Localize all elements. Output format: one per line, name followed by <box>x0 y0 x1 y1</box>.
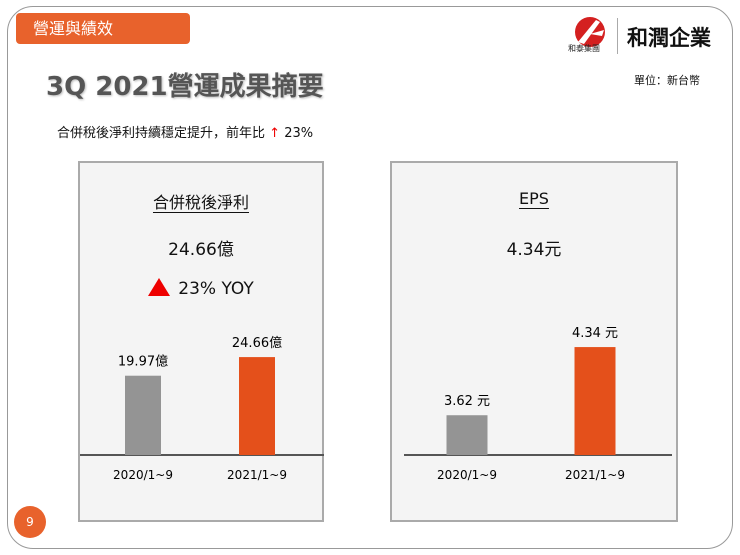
panel-title: 合併稅後淨利 <box>152 193 249 212</box>
data-label: 19.97億 <box>118 354 168 370</box>
x-tick-label: 2021/1~9 <box>565 468 625 482</box>
data-label: 24.66億 <box>232 335 282 351</box>
page-title: 3Q 2021營運成果摘要 <box>46 72 324 102</box>
company-logo-icon <box>575 17 605 47</box>
panel-value: 24.66億 <box>168 240 234 260</box>
bar <box>239 357 275 455</box>
triangle-up-icon <box>148 278 171 296</box>
logo-divider <box>617 18 618 54</box>
bar <box>446 415 488 455</box>
net-income-panel: 合併稅後淨利 24.66億 23% YOY 19.97億 2020/1~9 24.6… <box>78 161 324 522</box>
up-arrow-icon: ↑ <box>269 126 281 141</box>
bar <box>574 347 616 455</box>
section-tag: 營運與績效 <box>16 13 190 44</box>
panel-title: EPS <box>519 189 549 208</box>
logo-subtext: 和泰集團 <box>568 44 600 53</box>
subtitle-text: 合併稅後淨利持續穩定提升，前年比 <box>57 126 266 141</box>
x-tick-label: 2020/1~9 <box>437 468 497 482</box>
subtitle-value: 23% <box>284 126 314 141</box>
data-label: 3.62 元 <box>444 394 490 409</box>
panel-value: 4.34元 <box>506 240 562 260</box>
eps-chart: 3.62 元 2020/1~9 4.34 元 2021/1~9 <box>404 326 672 482</box>
page-number: 9 <box>14 506 46 538</box>
x-tick-label: 2020/1~9 <box>113 468 173 482</box>
yoy-text: 23% YOY <box>178 279 254 299</box>
bar <box>125 375 161 455</box>
brand-name: 和潤企業 <box>627 26 711 50</box>
yoy-indicator: 23% YOY <box>80 278 322 299</box>
eps-panel: EPS 4.34元 3.62 元 2020/1~9 4.34 元 2021/1~9 <box>390 161 678 522</box>
data-label: 4.34 元 <box>572 326 618 341</box>
net-income-chart: 19.97億 2020/1~9 24.66億 2021/1~9 <box>80 335 324 482</box>
x-tick-label: 2021/1~9 <box>227 468 287 482</box>
unit-label: 單位：新台幣 <box>634 74 700 87</box>
slide-frame <box>7 6 733 549</box>
subtitle: 合併稅後淨利持續穩定提升，前年比 ↑ 23% <box>57 122 313 141</box>
